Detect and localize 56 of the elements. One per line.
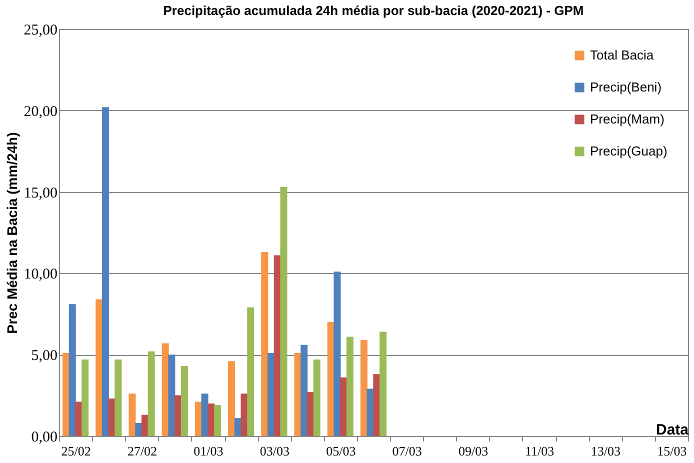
legend-label: Precip(Mam) (590, 112, 664, 126)
y-tick-label: 25,00 (24, 22, 58, 38)
bar (214, 405, 222, 436)
bar (62, 352, 70, 436)
legend-label: Total Bacia (590, 48, 654, 62)
y-tick-label: 20,00 (24, 104, 58, 120)
bar (380, 332, 387, 436)
bar (148, 351, 155, 436)
bar (141, 414, 148, 436)
bar (294, 352, 302, 436)
legend-label: Precip(Beni) (590, 80, 662, 94)
x-tick-label: 01/03 (194, 444, 224, 458)
x-tick-label: 03/03 (260, 444, 290, 458)
bar (96, 299, 103, 436)
bar (373, 374, 380, 436)
bar (340, 377, 348, 436)
bar (75, 402, 82, 436)
y-tick-label: 10,00 (24, 266, 58, 283)
bar (194, 402, 202, 436)
bar (135, 422, 142, 436)
bar (128, 394, 136, 436)
x-tick-label: 07/03 (392, 444, 422, 458)
x-tick-label: 09/03 (458, 444, 488, 458)
bar (174, 395, 182, 436)
bar (300, 344, 308, 436)
bar (306, 392, 314, 436)
legend-label: Precip(Guap) (590, 144, 668, 158)
x-tick-label: 05/03 (326, 444, 356, 458)
x-tick-label: 25/02 (61, 444, 91, 458)
bar (102, 107, 109, 436)
x-tick-label: 11/03 (524, 444, 554, 458)
chart-title: Precipitação acumulada 24h média por sub-bacia (2020-2021) - GPM (163, 3, 584, 18)
bar (247, 307, 254, 436)
y-tick-label: 0,00 (31, 430, 58, 446)
bar (228, 361, 236, 436)
bar (313, 359, 320, 436)
y-axis-title: Prec Média na Bacia (mm/24h) (4, 132, 20, 334)
bar (82, 359, 89, 436)
bar (180, 366, 188, 436)
bar (261, 252, 268, 436)
y-tick-label: 15,00 (24, 185, 58, 202)
bar (208, 403, 215, 436)
x-tick-label: 27/02 (127, 444, 158, 458)
x-axis-title: Data (656, 422, 690, 438)
bar (360, 340, 368, 436)
bar (346, 336, 354, 436)
bar (168, 354, 176, 436)
bar (280, 186, 288, 436)
bar (114, 359, 122, 436)
bar (334, 272, 341, 436)
bar (234, 418, 242, 436)
y-tick-label: 5,00 (31, 348, 58, 364)
bar (268, 352, 274, 436)
bar (68, 304, 76, 436)
x-tick-label: 15/03 (657, 444, 687, 458)
x-tick-label: 13/03 (590, 444, 621, 458)
